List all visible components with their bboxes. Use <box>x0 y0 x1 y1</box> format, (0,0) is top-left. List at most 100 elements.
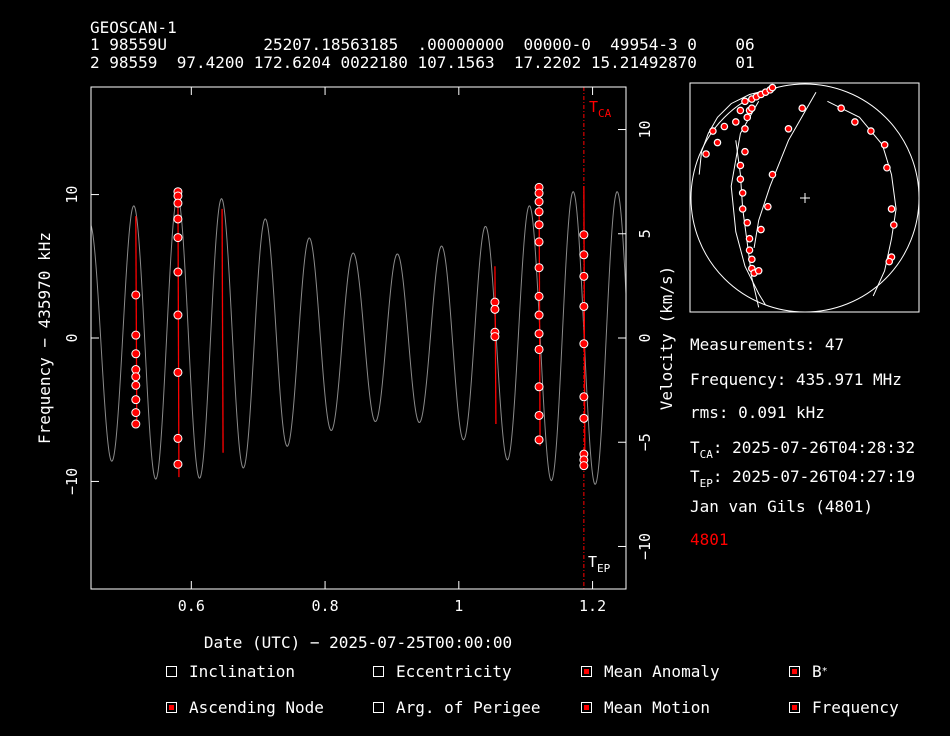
sky-point <box>764 202 772 211</box>
sky-points-layer <box>702 83 898 277</box>
measurement-point <box>534 382 544 392</box>
sky-point <box>883 163 891 172</box>
measurement-point <box>173 367 183 377</box>
measurement-point <box>490 304 500 314</box>
checkbox-bstar[interactable]: B * <box>789 662 828 681</box>
measurement-point <box>579 339 589 349</box>
sky-point <box>736 106 745 115</box>
checkbox-box[interactable] <box>166 702 177 713</box>
y2-tick-label: 10 <box>636 120 654 138</box>
measurement-points-layer <box>131 182 589 471</box>
checkbox-arg-of-perigee[interactable]: Arg. of Perigee <box>373 698 541 717</box>
checkbox-box[interactable] <box>166 666 177 677</box>
rms-value: rms: 0.091 kHz <box>690 403 825 422</box>
measurement-point <box>534 410 544 420</box>
measurement-point <box>534 237 544 247</box>
checkbox-box[interactable] <box>373 702 384 713</box>
sky-point <box>745 234 754 243</box>
sky-plot <box>689 82 920 313</box>
sky-point <box>748 255 756 264</box>
sky-point <box>890 221 898 229</box>
y-tick-label: −10 <box>63 468 81 495</box>
measurement-point <box>534 435 544 445</box>
sky-point <box>713 138 722 147</box>
info-panel: Measurements: 47 Frequency: 435.971 MHz … <box>690 335 915 549</box>
fit-pass-segment <box>221 208 224 453</box>
checkbox-label: Mean Motion <box>604 698 710 717</box>
checkbox-frequency[interactable]: Frequency <box>789 698 899 717</box>
measurement-point <box>131 372 141 382</box>
checkbox-box[interactable] <box>789 666 800 677</box>
sky-point <box>736 175 745 183</box>
checkbox-ascending-node[interactable]: Ascending Node <box>166 698 324 717</box>
fit-pass-segment <box>135 216 138 427</box>
observer-name: Jan van Gils (4801) <box>690 497 873 516</box>
sky-point <box>720 122 729 131</box>
sky-point <box>748 104 756 112</box>
x-tick-label: 0.8 <box>312 597 339 615</box>
measurement-point <box>579 271 589 281</box>
plot-frame <box>90 86 627 590</box>
horizon-circle <box>690 83 920 313</box>
sky-point <box>741 97 749 106</box>
sky-track <box>827 100 897 297</box>
sky-point <box>745 246 754 254</box>
y2-tick-label: 0 <box>636 333 654 342</box>
measurement-point <box>534 344 544 354</box>
measurement-point <box>131 408 141 418</box>
checkbox-mean-anomaly[interactable]: Mean Anomaly <box>581 662 720 681</box>
sky-point <box>743 218 752 227</box>
x-tick-label: 1 <box>454 597 463 615</box>
sky-point <box>851 118 859 126</box>
measurement-point <box>173 310 183 320</box>
model-curve <box>90 191 627 485</box>
sky-point <box>867 127 875 135</box>
sky-point <box>738 205 747 213</box>
measurement-point <box>579 250 589 260</box>
sky-point <box>885 257 894 266</box>
sky-point <box>709 127 717 135</box>
tca-time: TCA: 2025-07-26T04:28:32 <box>690 438 915 461</box>
sky-point <box>741 147 749 156</box>
x-tick-label: 0.6 <box>178 597 205 615</box>
checkbox-inclination[interactable]: Inclination <box>166 662 295 681</box>
y-tick-label: 10 <box>63 186 81 204</box>
measurement-point <box>131 395 141 405</box>
checkbox-box[interactable] <box>581 666 592 677</box>
sky-point <box>757 225 765 234</box>
sky-point <box>736 161 745 170</box>
measurement-point <box>534 197 544 207</box>
checkbox-box[interactable] <box>373 666 384 677</box>
checkbox-label: Inclination <box>189 662 295 681</box>
checkbox-eccentricity[interactable]: Eccentricity <box>373 662 512 681</box>
measurement-point <box>534 310 544 320</box>
sky-point <box>887 205 896 213</box>
x-tick-label: 1.2 <box>579 597 606 615</box>
x-axis-label: Date (UTC) − 2025-07-25T00:00:00 <box>204 633 512 652</box>
measurement-point <box>579 230 589 240</box>
sky-point <box>743 113 752 122</box>
sky-track <box>753 91 817 248</box>
measurement-point <box>173 267 183 277</box>
y-axis-label: Frequency − 435970 kHz <box>35 232 54 444</box>
y2-axis-label: Velocity (km/s) <box>657 266 676 411</box>
checkbox-label: Arg. of Perigee <box>396 698 541 717</box>
sky-point <box>768 83 777 92</box>
measurement-point <box>579 392 589 402</box>
measurement-point <box>173 214 183 224</box>
sky-point <box>754 266 763 275</box>
sky-point <box>738 189 747 197</box>
sky-tracks-layer <box>698 87 897 308</box>
measurement-point <box>173 459 183 469</box>
x-axis-ticks: 0.6 0.8 1 1.2 <box>178 87 606 615</box>
tep-label: TEP <box>588 553 611 575</box>
checkbox-mean-motion[interactable]: Mean Motion <box>581 698 710 717</box>
measurement-point <box>131 419 141 429</box>
checkbox-box[interactable] <box>789 702 800 713</box>
tle-line-1: 1 98559U 25207.18563185 .00000000 00000-… <box>90 35 755 54</box>
sky-point <box>768 170 777 179</box>
measurement-point <box>534 329 544 339</box>
checkbox-box[interactable] <box>581 702 592 713</box>
sky-point <box>880 141 889 149</box>
sky-track <box>730 101 767 306</box>
